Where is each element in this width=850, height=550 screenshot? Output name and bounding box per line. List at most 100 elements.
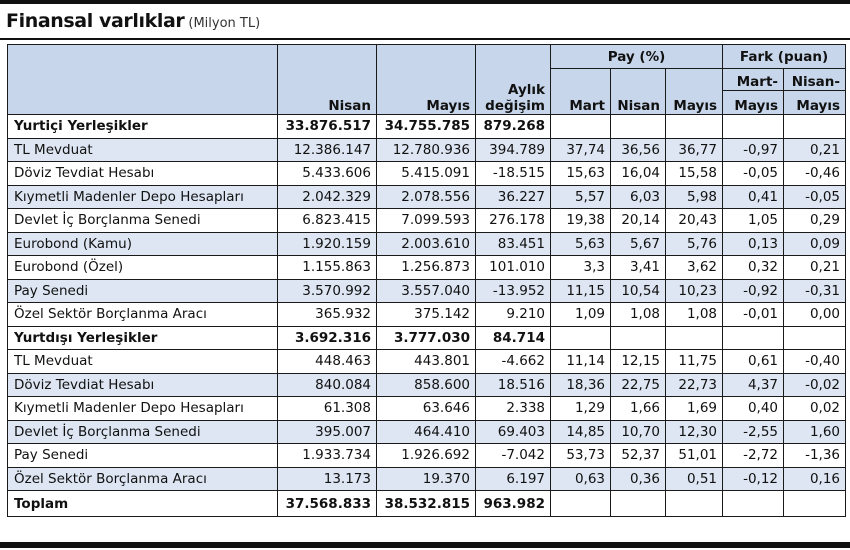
value-cell: 3.570.992 [277, 278, 377, 303]
value-cell: 11,14 [550, 349, 611, 374]
header-mart-mayis-line1: Mart- [722, 68, 785, 91]
value-cell: 2.338 [475, 396, 551, 421]
financial-assets-table: Nisan Mayıs Aylık değişim Pay (%) Fark (p… [7, 44, 847, 517]
value-cell: 5,63 [550, 231, 611, 256]
row-label: Pay Senedi [7, 443, 278, 468]
value-cell: 36,56 [610, 137, 666, 162]
header-fark-group: Fark (puan) [722, 44, 847, 69]
value-cell: 0,00 [783, 302, 847, 327]
value-cell: 11,75 [664, 349, 724, 374]
value-cell: 1.933.734 [277, 443, 377, 468]
value-cell: 51,01 [664, 443, 724, 468]
value-cell: 1,69 [664, 396, 724, 421]
value-cell: 0,09 [783, 231, 847, 256]
group-row: Yurtiçi Yerleşikler 33.876.517 34.755.785 8… [7, 114, 847, 139]
value-cell: 5,57 [550, 184, 611, 209]
table-row: Eurobond (Özel) 1.155.863 1.256.873 101.010… [7, 255, 847, 280]
header-nisan-mayis-line2: Mayıs [783, 90, 847, 115]
header-mart-mayis-line2: Mayıs [722, 90, 785, 115]
value-cell: 2.042.329 [277, 184, 377, 209]
value-cell: 3,62 [664, 255, 724, 280]
value-cell: 36.227 [475, 184, 551, 209]
value-cell: 0,61 [722, 349, 785, 374]
value-cell: 22,75 [610, 372, 666, 397]
value-cell: 448.463 [277, 349, 377, 374]
value-cell: -0,02 [783, 372, 847, 397]
value-cell [783, 114, 847, 139]
table-row: TL Mevduat 12.386.147 12.780.936 394.789 37,… [7, 137, 847, 162]
value-cell: 10,70 [610, 419, 666, 444]
table-row: Eurobond (Kamu) 1.920.159 2.003.610 83.451 5… [7, 231, 847, 256]
table-row: Döviz Tevdiat Hesabı 5.433.606 5.415.091 -1… [7, 161, 847, 186]
value-cell: -0,05 [722, 161, 785, 186]
value-cell: 1,08 [664, 302, 724, 327]
value-cell: 69.403 [475, 419, 551, 444]
top-rule [0, 0, 850, 4]
value-cell: 0,32 [722, 255, 785, 280]
value-cell: 6.197 [475, 466, 551, 491]
value-cell: 10,23 [664, 278, 724, 303]
value-cell: 15,63 [550, 161, 611, 186]
value-cell: 9.210 [475, 302, 551, 327]
value-cell [722, 490, 785, 517]
value-cell [783, 325, 847, 350]
header-pay-group: Pay (%) [549, 44, 724, 69]
value-cell: 7.099.593 [376, 208, 476, 233]
value-cell: 375.142 [376, 302, 476, 327]
value-cell [550, 490, 611, 517]
row-label: Eurobond (Özel) [7, 255, 278, 280]
value-cell: 83.451 [475, 231, 551, 256]
row-label: Devlet İç Borçlanma Senedi [7, 419, 278, 444]
table-row: Pay Senedi 3.570.992 3.557.040 -13.952 11,15… [7, 278, 847, 303]
table-row: Pay Senedi 1.933.734 1.926.692 -7.042 53,73 5… [7, 443, 847, 468]
value-cell: 464.410 [376, 419, 476, 444]
table-row: Döviz Tevdiat Hesabı 840.084 858.600 18.516… [7, 372, 847, 397]
value-cell: 0,13 [722, 231, 785, 256]
value-cell: 0,21 [783, 255, 847, 280]
value-cell: 0,16 [783, 466, 847, 491]
value-cell: 5.415.091 [376, 161, 476, 186]
value-cell [610, 325, 666, 350]
table-row: Devlet İç Borçlanma Senedi 395.007 464.410… [7, 419, 847, 444]
value-cell: 12.780.936 [376, 137, 476, 162]
value-cell: 2.003.610 [376, 231, 476, 256]
value-cell: 10,54 [610, 278, 666, 303]
table-body: Yurtiçi Yerleşikler 33.876.517 34.755.785 8… [7, 114, 847, 517]
value-cell: 879.268 [475, 114, 551, 139]
value-cell: 16,04 [610, 161, 666, 186]
group-row: Yurtdışı Yerleşikler 3.692.316 3.777.030 84… [7, 325, 847, 350]
bottom-rule [0, 542, 850, 548]
value-cell: 18.516 [475, 372, 551, 397]
value-cell [664, 325, 724, 350]
header-degisim: değişim [485, 98, 545, 114]
row-label: Devlet İç Borçlanma Senedi [7, 208, 278, 233]
table-header: Nisan Mayıs Aylık değişim Pay (%) Fark (p… [7, 44, 847, 115]
value-cell: 0,63 [550, 466, 611, 491]
value-cell: -0,12 [722, 466, 785, 491]
value-cell [550, 114, 611, 139]
row-label: Kıymetli Madenler Depo Hesapları [7, 184, 278, 209]
table-row: Devlet İç Borçlanma Senedi 6.823.415 7.099… [7, 208, 847, 233]
table-row: TL Mevduat 448.463 443.801 -4.662 11,14 12,15… [7, 349, 847, 374]
row-label: Kıymetli Madenler Depo Hesapları [7, 396, 278, 421]
value-cell: -0,31 [783, 278, 847, 303]
value-cell [610, 114, 666, 139]
value-cell: 1.256.873 [376, 255, 476, 280]
value-cell: 3,41 [610, 255, 666, 280]
value-cell: 4,37 [722, 372, 785, 397]
value-cell: -0,46 [783, 161, 847, 186]
value-cell: 0,21 [783, 137, 847, 162]
value-cell [722, 325, 785, 350]
header-pay-nisan: Nisan [610, 68, 666, 115]
value-cell [783, 490, 847, 517]
value-cell: 1.920.159 [277, 231, 377, 256]
value-cell: 0,29 [783, 208, 847, 233]
row-label: Özel Sektör Borçlanma Aracı [7, 466, 278, 491]
row-label: TL Mevduat [7, 349, 278, 374]
value-cell: 5.433.606 [277, 161, 377, 186]
value-cell: 36,77 [664, 137, 724, 162]
header-nisan-mayis-line1: Nisan- [783, 68, 847, 91]
value-cell: 37,74 [550, 137, 611, 162]
value-cell: 0,51 [664, 466, 724, 491]
